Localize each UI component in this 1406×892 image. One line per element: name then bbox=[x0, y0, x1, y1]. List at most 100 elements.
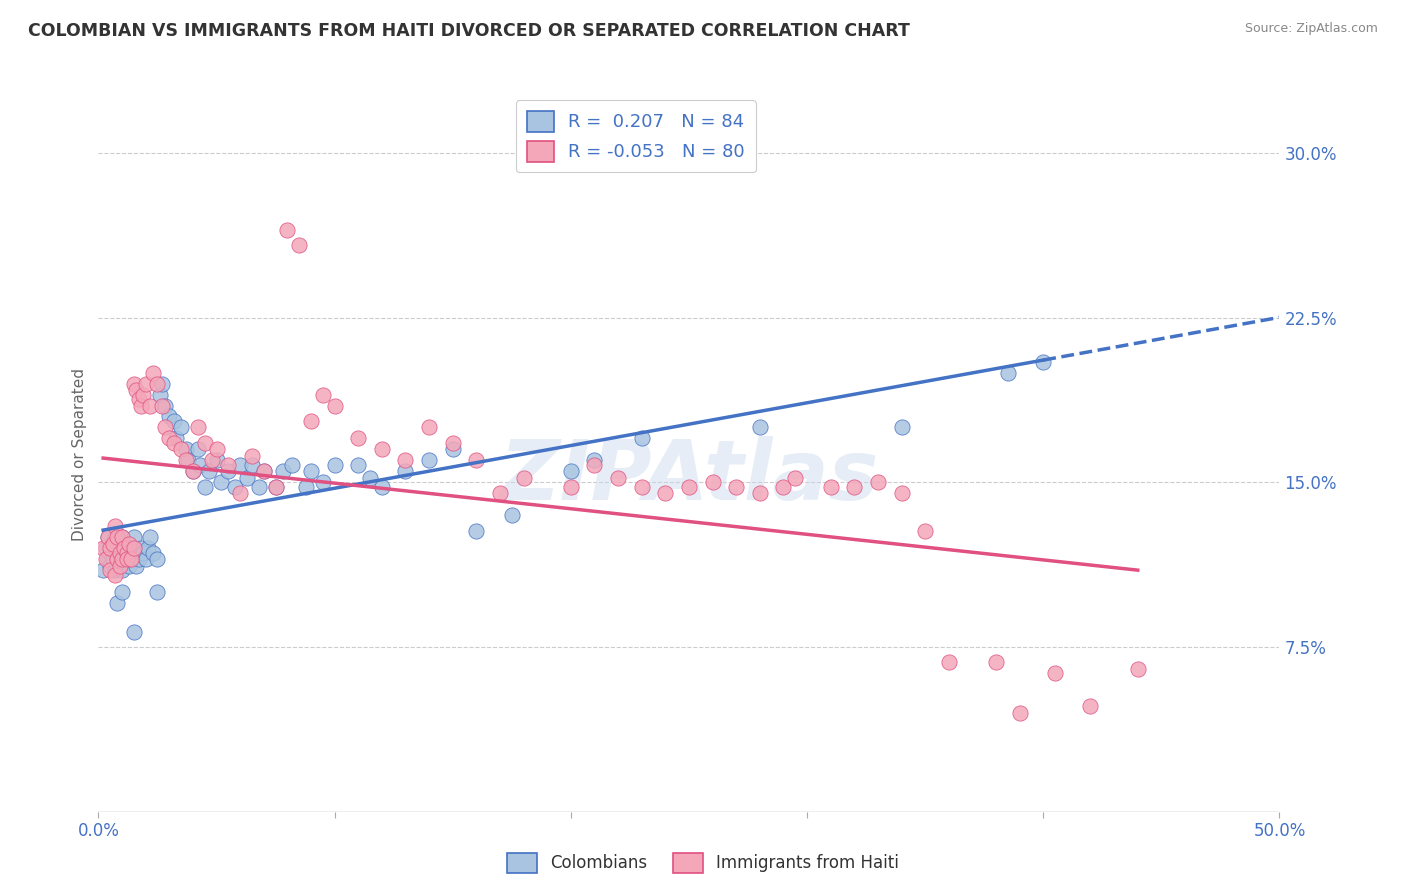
Point bbox=[187, 442, 209, 457]
Legend: R =  0.207   N = 84, R = -0.053   N = 80: R = 0.207 N = 84, R = -0.053 N = 80 bbox=[516, 100, 755, 172]
Point bbox=[91, 541, 114, 556]
Point bbox=[132, 387, 155, 401]
Point bbox=[359, 471, 381, 485]
Point bbox=[97, 530, 120, 544]
Point bbox=[866, 475, 889, 490]
Point bbox=[121, 552, 143, 566]
Point bbox=[394, 464, 416, 478]
Point bbox=[125, 558, 148, 573]
Point bbox=[702, 475, 724, 490]
Point bbox=[146, 376, 169, 391]
Point bbox=[271, 464, 294, 478]
Point bbox=[97, 530, 120, 544]
Point bbox=[276, 223, 298, 237]
Point bbox=[201, 453, 224, 467]
Point bbox=[512, 471, 534, 485]
Point bbox=[748, 486, 770, 500]
Point bbox=[890, 420, 912, 434]
Point bbox=[170, 442, 193, 457]
Point bbox=[725, 480, 748, 494]
Point bbox=[122, 376, 145, 391]
Point bbox=[205, 453, 228, 467]
Point bbox=[94, 552, 117, 566]
Point bbox=[98, 563, 121, 577]
Point bbox=[264, 480, 287, 494]
Point bbox=[125, 383, 148, 397]
Point bbox=[1126, 662, 1149, 676]
Point bbox=[607, 471, 630, 485]
Point bbox=[150, 376, 173, 391]
Point bbox=[135, 552, 157, 566]
Point bbox=[281, 458, 304, 472]
Point bbox=[111, 552, 134, 566]
Point bbox=[97, 552, 120, 566]
Point bbox=[115, 552, 138, 566]
Point bbox=[371, 480, 394, 494]
Point bbox=[122, 541, 145, 556]
Point bbox=[153, 399, 176, 413]
Point bbox=[111, 530, 134, 544]
Point bbox=[121, 541, 143, 556]
Point bbox=[118, 537, 141, 551]
Point bbox=[560, 480, 582, 494]
Point bbox=[115, 541, 138, 556]
Point bbox=[288, 238, 311, 252]
Text: COLOMBIAN VS IMMIGRANTS FROM HAITI DIVORCED OR SEPARATED CORRELATION CHART: COLOMBIAN VS IMMIGRANTS FROM HAITI DIVOR… bbox=[28, 22, 910, 40]
Legend: Colombians, Immigrants from Haiti: Colombians, Immigrants from Haiti bbox=[501, 847, 905, 880]
Y-axis label: Divorced or Separated: Divorced or Separated bbox=[72, 368, 87, 541]
Point bbox=[844, 480, 866, 494]
Point bbox=[501, 508, 523, 523]
Point bbox=[347, 458, 370, 472]
Point bbox=[139, 399, 162, 413]
Point bbox=[217, 458, 239, 472]
Point bbox=[128, 392, 150, 406]
Point bbox=[122, 530, 145, 544]
Point bbox=[104, 563, 127, 577]
Point bbox=[312, 387, 335, 401]
Point bbox=[174, 453, 197, 467]
Point bbox=[465, 453, 488, 467]
Point bbox=[118, 558, 141, 573]
Point bbox=[187, 420, 209, 434]
Point bbox=[247, 480, 270, 494]
Point bbox=[299, 464, 322, 478]
Point bbox=[101, 537, 124, 551]
Point bbox=[170, 420, 193, 434]
Point bbox=[108, 541, 131, 556]
Point bbox=[748, 420, 770, 434]
Point bbox=[111, 563, 134, 577]
Point bbox=[224, 480, 246, 494]
Point bbox=[1032, 354, 1054, 368]
Point bbox=[132, 546, 155, 560]
Point bbox=[489, 486, 512, 500]
Point bbox=[772, 480, 794, 494]
Point bbox=[153, 420, 176, 434]
Point bbox=[122, 624, 145, 639]
Point bbox=[229, 486, 252, 500]
Point bbox=[129, 399, 152, 413]
Point bbox=[104, 519, 127, 533]
Point bbox=[323, 399, 346, 413]
Point bbox=[111, 585, 134, 599]
Point bbox=[240, 458, 263, 472]
Point bbox=[163, 414, 186, 428]
Point bbox=[347, 432, 370, 446]
Point bbox=[121, 552, 143, 566]
Point bbox=[914, 524, 936, 538]
Point bbox=[150, 399, 173, 413]
Point bbox=[105, 552, 128, 566]
Text: ZIPAtlas: ZIPAtlas bbox=[499, 436, 879, 516]
Point bbox=[163, 435, 186, 450]
Point bbox=[181, 464, 204, 478]
Point bbox=[785, 471, 807, 485]
Point bbox=[1043, 666, 1066, 681]
Point bbox=[253, 464, 276, 478]
Point bbox=[142, 546, 165, 560]
Point bbox=[101, 537, 124, 551]
Point bbox=[177, 453, 200, 467]
Point bbox=[209, 475, 232, 490]
Point bbox=[240, 449, 263, 463]
Point bbox=[174, 442, 197, 457]
Point bbox=[236, 471, 259, 485]
Point bbox=[165, 432, 187, 446]
